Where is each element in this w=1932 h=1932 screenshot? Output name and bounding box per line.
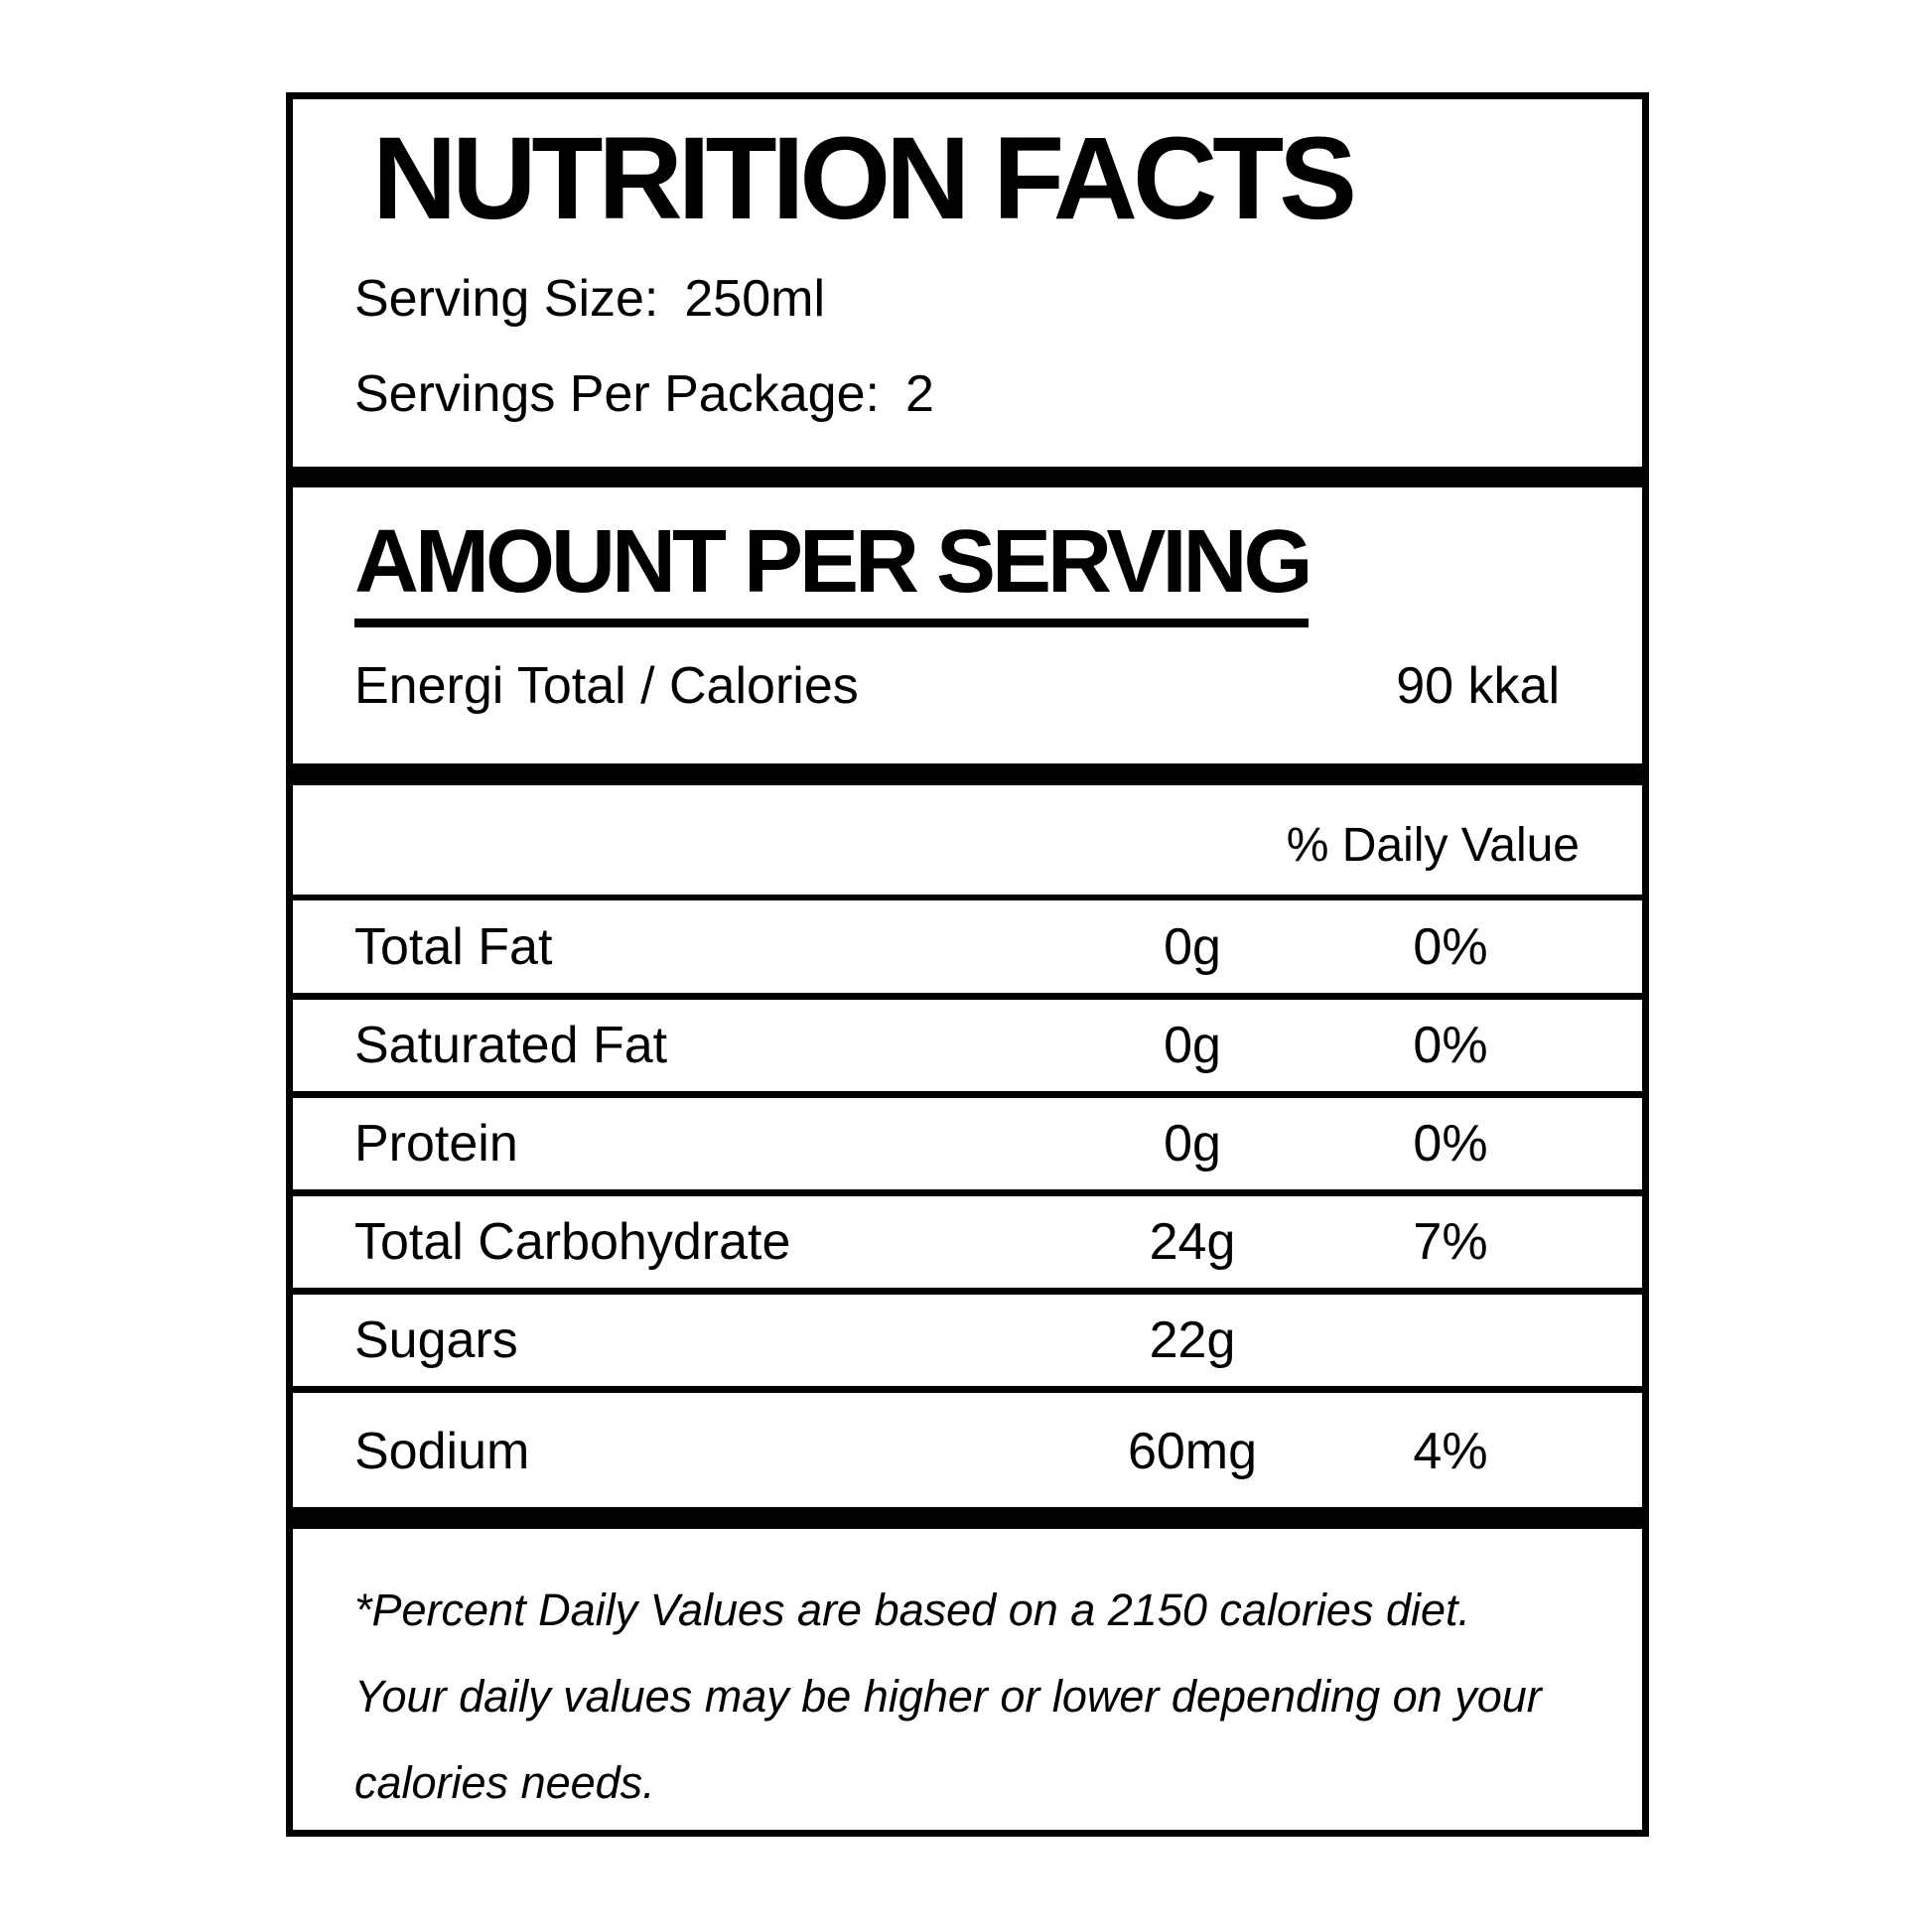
nutrient-amount: 60mg <box>1127 1423 1258 1480</box>
energy-row: Energi Total / Calories 90 kkal <box>354 655 1560 717</box>
thick-divider-3 <box>293 1507 1642 1529</box>
nutrient-amount: 22g <box>1149 1311 1236 1369</box>
nutrient-label: Total Carbohydrate <box>354 1213 791 1271</box>
servings-per-package-value: 2 <box>904 365 934 423</box>
footnote-line: Your daily values may be higher or lower… <box>354 1671 1542 1722</box>
nutrient-amount: 0g <box>1164 1115 1221 1173</box>
table-row: Total Carbohydrate 24g 7% <box>293 1196 1642 1295</box>
label-title: NUTRITION FACTS <box>372 113 1357 244</box>
table-row: Total Fat 0g 0% <box>293 900 1642 1000</box>
table-row: Saturated Fat 0g 0% <box>293 1000 1642 1098</box>
nutrition-facts-label: NUTRITION FACTS Serving Size: 250ml Servi… <box>286 92 1649 1837</box>
nutrient-daily-value: 4% <box>1413 1423 1488 1480</box>
nutrient-label: Sodium <box>354 1423 530 1480</box>
servings-per-package-line: Servings Per Package: 2 <box>354 359 1583 429</box>
nutrient-daily-value: 7% <box>1413 1213 1488 1271</box>
nutrient-label: Saturated Fat <box>354 1017 668 1074</box>
nutrient-daily-value: 0% <box>1413 1017 1488 1074</box>
table-row: Protein 0g 0% <box>293 1098 1642 1196</box>
serving-size-label: Serving Size: <box>354 270 659 328</box>
thick-divider-1 <box>293 467 1642 487</box>
nutrient-daily-value: 0% <box>1413 1115 1488 1173</box>
table-row: Sodium 60mg 4% <box>293 1393 1642 1510</box>
amount-per-serving-heading: AMOUNT PER SERVING <box>354 513 1312 627</box>
energy-value: 90 kkal <box>1396 657 1560 715</box>
daily-value-header-row: % Daily Value <box>293 785 1642 900</box>
thick-divider-2 <box>293 763 1642 785</box>
footnote-line: *Percent Daily Values are based on a 215… <box>354 1585 1471 1635</box>
servings-per-package-label: Servings Per Package: <box>354 365 880 423</box>
nutrient-label: Protein <box>354 1115 518 1173</box>
table-row: Sugars 22g <box>293 1295 1642 1393</box>
nutrient-table: % Daily Value Total Fat 0g 0% Saturated … <box>293 785 1642 1507</box>
amount-per-serving-section: AMOUNT PER SERVING Energi Total / Calori… <box>293 487 1642 763</box>
nutrient-amount: 24g <box>1149 1213 1236 1271</box>
nutrient-label: Sugars <box>354 1311 518 1369</box>
nutrient-amount: 0g <box>1164 1017 1221 1074</box>
footnote-section: *Percent Daily Values are based on a 215… <box>293 1529 1642 1830</box>
serving-size-line: Serving Size: 250ml <box>354 264 1583 334</box>
label-header-section: NUTRITION FACTS Serving Size: 250ml Servi… <box>293 99 1642 467</box>
nutrient-label: Total Fat <box>354 917 553 976</box>
nutrient-amount: 0g <box>1164 917 1221 976</box>
nutrient-daily-value: 0% <box>1413 917 1488 976</box>
footnote-line: calories needs. <box>354 1757 655 1808</box>
energy-label: Energi Total / Calories <box>354 657 859 715</box>
daily-value-header: % Daily Value <box>1286 818 1580 872</box>
serving-size-value: 250ml <box>684 270 826 328</box>
